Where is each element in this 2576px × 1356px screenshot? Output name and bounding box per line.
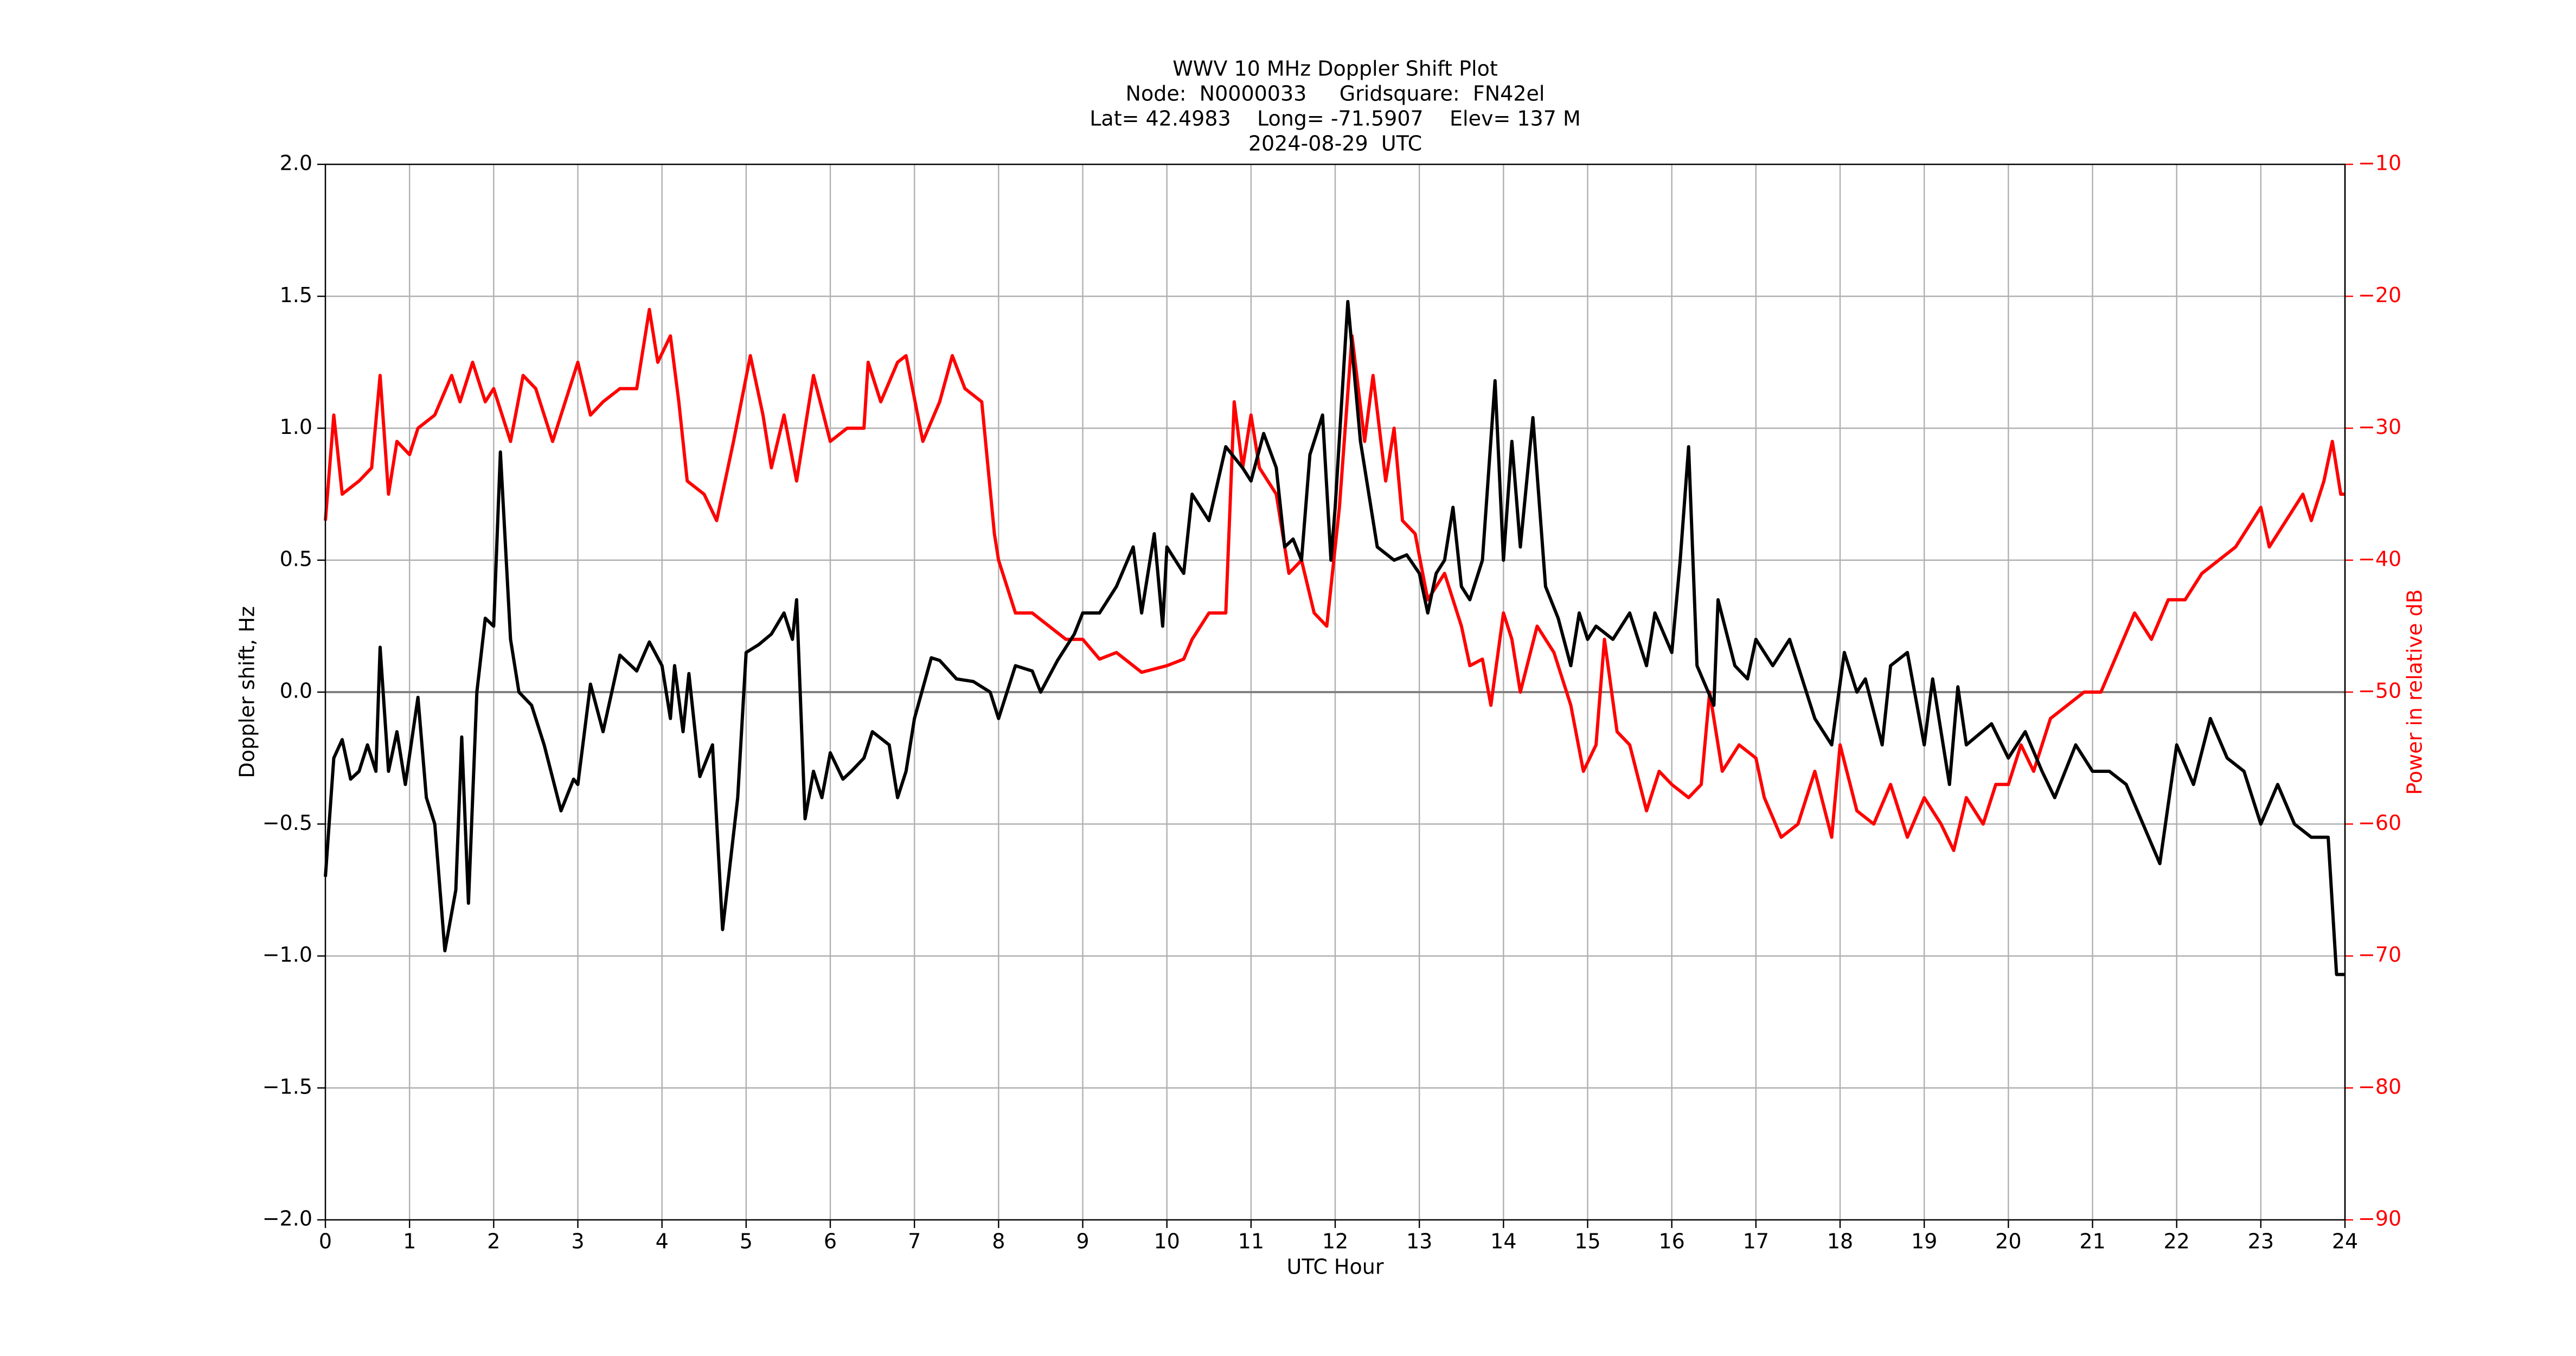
y2-tick-label: −80 bbox=[2358, 1074, 2401, 1098]
x-tick-label: 14 bbox=[1490, 1230, 1516, 1253]
x-tick-label: 13 bbox=[1406, 1230, 1432, 1253]
x-tick-label: 7 bbox=[908, 1230, 921, 1253]
y-tick-label: 0.5 bbox=[280, 547, 312, 571]
chart-title: 2024-08-29 UTC bbox=[1248, 132, 1422, 156]
y-tick-label: −0.5 bbox=[262, 811, 312, 835]
y2-tick-label: −10 bbox=[2358, 151, 2401, 175]
x-tick-label: 12 bbox=[1322, 1230, 1348, 1253]
series-line bbox=[324, 308, 2345, 852]
x-tick-label: 6 bbox=[824, 1230, 837, 1253]
y-tick-label: −2.0 bbox=[262, 1207, 312, 1231]
y2-tick-label: −70 bbox=[2358, 943, 2401, 967]
x-tick-label: 23 bbox=[2248, 1230, 2274, 1253]
y2-axis-label: Power in relative dB bbox=[2403, 589, 2427, 795]
y2-tick-label: −50 bbox=[2358, 679, 2401, 703]
x-axis-label: UTC Hour bbox=[1287, 1255, 1384, 1279]
y-axis-label: Doppler shift, Hz bbox=[235, 606, 259, 778]
x-tick-label: 15 bbox=[1574, 1230, 1600, 1253]
x-tick-label: 24 bbox=[2332, 1230, 2358, 1253]
x-tick-label: 1 bbox=[403, 1230, 416, 1253]
y2-tick-label: −30 bbox=[2358, 415, 2401, 439]
x-tick-label: 22 bbox=[2163, 1230, 2189, 1253]
x-tick-label: 3 bbox=[571, 1230, 584, 1253]
x-tick-label: 5 bbox=[740, 1230, 753, 1253]
y-tick-label: −1.0 bbox=[262, 943, 312, 967]
y2-tick-label: −90 bbox=[2358, 1207, 2401, 1231]
y-tick-label: 1.0 bbox=[280, 415, 312, 439]
x-tick-label: 17 bbox=[1743, 1230, 1769, 1253]
y2-tick-label: −40 bbox=[2358, 547, 2401, 571]
y-tick-label: 0.0 bbox=[280, 679, 312, 703]
x-tick-label: 10 bbox=[1154, 1230, 1180, 1253]
y2-tick-label: −20 bbox=[2358, 283, 2401, 307]
x-tick-label: 16 bbox=[1658, 1230, 1684, 1253]
x-tick-label: 21 bbox=[2079, 1230, 2105, 1253]
chart-title: Lat= 42.4983 Long= -71.5907 Elev= 137 M bbox=[1090, 107, 1581, 131]
x-tick-label: 9 bbox=[1076, 1230, 1089, 1253]
x-tick-label: 18 bbox=[1827, 1230, 1853, 1253]
y2-tick-label: −60 bbox=[2358, 811, 2401, 835]
x-tick-label: 2 bbox=[487, 1230, 500, 1253]
x-tick-label: 0 bbox=[319, 1230, 332, 1253]
chart-title: WWV 10 MHz Doppler Shift Plot bbox=[1172, 57, 1498, 81]
x-tick-label: 20 bbox=[1995, 1230, 2021, 1253]
y-tick-label: 2.0 bbox=[280, 151, 312, 175]
x-tick-label: 8 bbox=[992, 1230, 1005, 1253]
y-tick-label: 1.5 bbox=[280, 283, 312, 307]
series-line bbox=[324, 300, 2345, 976]
x-tick-label: 19 bbox=[1911, 1230, 1937, 1253]
x-tick-label: 4 bbox=[656, 1230, 669, 1253]
chart-title: Node: N0000033 Gridsquare: FN42el bbox=[1126, 82, 1545, 106]
x-tick-label: 11 bbox=[1238, 1230, 1264, 1253]
y-tick-label: −1.5 bbox=[262, 1074, 312, 1098]
